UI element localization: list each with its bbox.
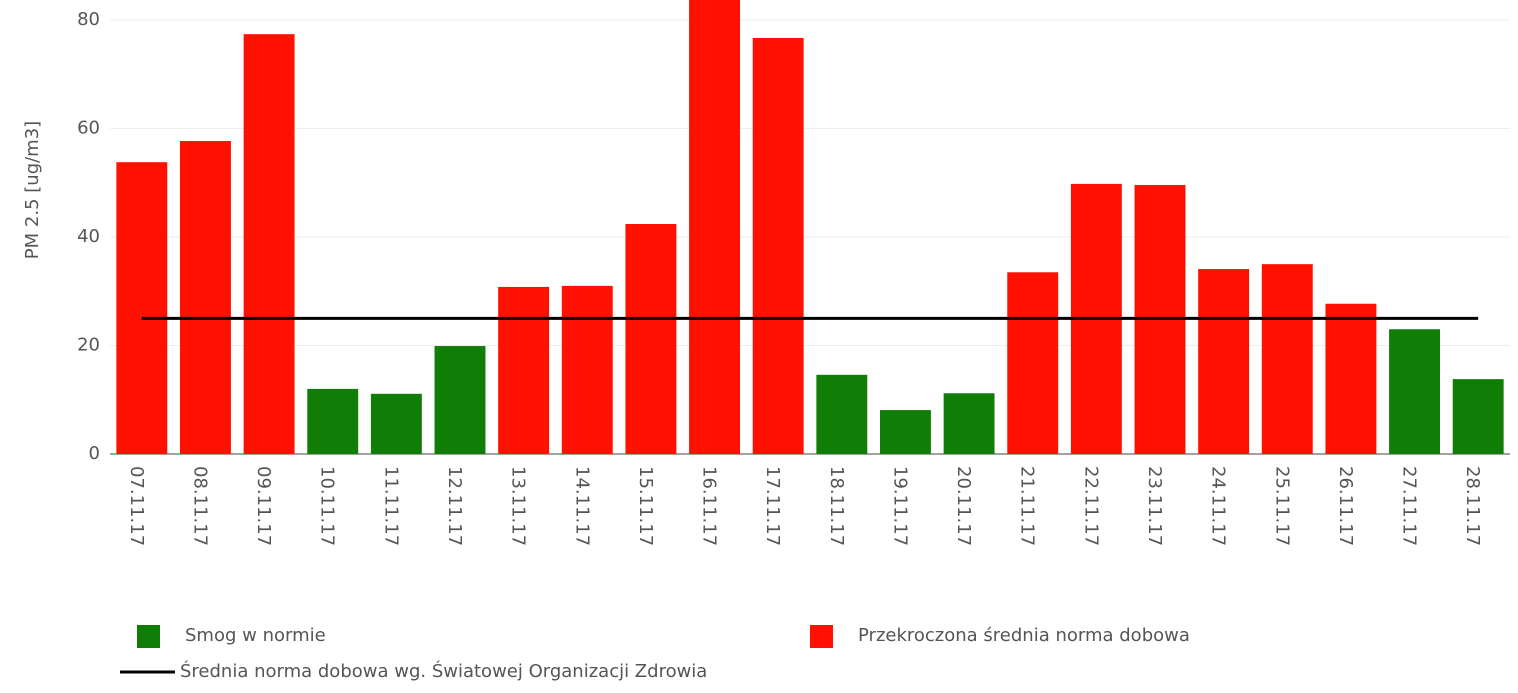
bar: [816, 374, 868, 454]
x-tick-label: 12.11.17: [444, 466, 465, 546]
bar: [880, 410, 931, 454]
bar: [561, 285, 613, 454]
x-tick-label: 24.11.17: [1208, 466, 1229, 546]
x-tick-label: 22.11.17: [1080, 466, 1101, 546]
x-tick-label: 11.11.17: [380, 466, 401, 546]
x-tick-label: 28.11.17: [1462, 466, 1483, 546]
legend-label: Smog w normie: [185, 625, 326, 646]
legend-swatch: [137, 625, 160, 648]
bar: [243, 34, 295, 454]
x-tick-label: 19.11.17: [889, 466, 910, 546]
bar: [689, 0, 740, 454]
x-tick-label: 16.11.17: [699, 466, 720, 546]
x-tick-label: 26.11.17: [1335, 466, 1356, 546]
bar: [1007, 272, 1059, 454]
plot-area: [116, 0, 1504, 455]
bar: [752, 37, 804, 455]
bar: [1452, 379, 1504, 454]
y-tick-label: 20: [77, 335, 100, 356]
bar: [370, 393, 422, 454]
y-tick-label: 80: [77, 9, 100, 30]
bar: [1325, 303, 1377, 454]
x-tick-label: 07.11.17: [126, 466, 147, 546]
bar: [1389, 329, 1440, 454]
x-tick-label: 17.11.17: [762, 466, 783, 546]
legend-swatch: [810, 625, 833, 648]
x-tick-label: 08.11.17: [189, 466, 210, 546]
bar: [498, 286, 550, 454]
bar: [434, 346, 486, 454]
legend-label: Średnia norma dobowa wg. Światowej Organ…: [180, 660, 707, 682]
x-tick-label: 25.11.17: [1271, 466, 1292, 546]
bar: [625, 224, 677, 454]
x-tick-label: 18.11.17: [826, 466, 847, 546]
bar: [180, 141, 231, 455]
x-tick-label: 13.11.17: [508, 466, 529, 546]
y-tick-label: 60: [77, 118, 100, 139]
bar: [307, 388, 359, 454]
bar: [116, 162, 168, 455]
y-tick-label: 40: [77, 226, 100, 247]
bar: [943, 393, 995, 454]
y-axis-label: PM 2.5 [ug/m3]: [22, 121, 43, 259]
x-tick-label: 21.11.17: [1017, 466, 1038, 546]
x-tick-label: 23.11.17: [1144, 466, 1165, 546]
x-tick-label: 15.11.17: [635, 466, 656, 546]
x-tick-label: 20.11.17: [953, 466, 974, 546]
x-tick-label: 10.11.17: [317, 466, 338, 546]
bar: [1198, 269, 1250, 454]
legend-label: Przekroczona średnia norma dobowa: [858, 625, 1190, 646]
x-tick-label: 27.11.17: [1399, 466, 1420, 546]
bar: [1261, 264, 1313, 454]
x-tick-label: 14.11.17: [571, 466, 592, 546]
x-tick-label: 09.11.17: [253, 466, 274, 546]
y-tick-label: 0: [89, 443, 100, 464]
